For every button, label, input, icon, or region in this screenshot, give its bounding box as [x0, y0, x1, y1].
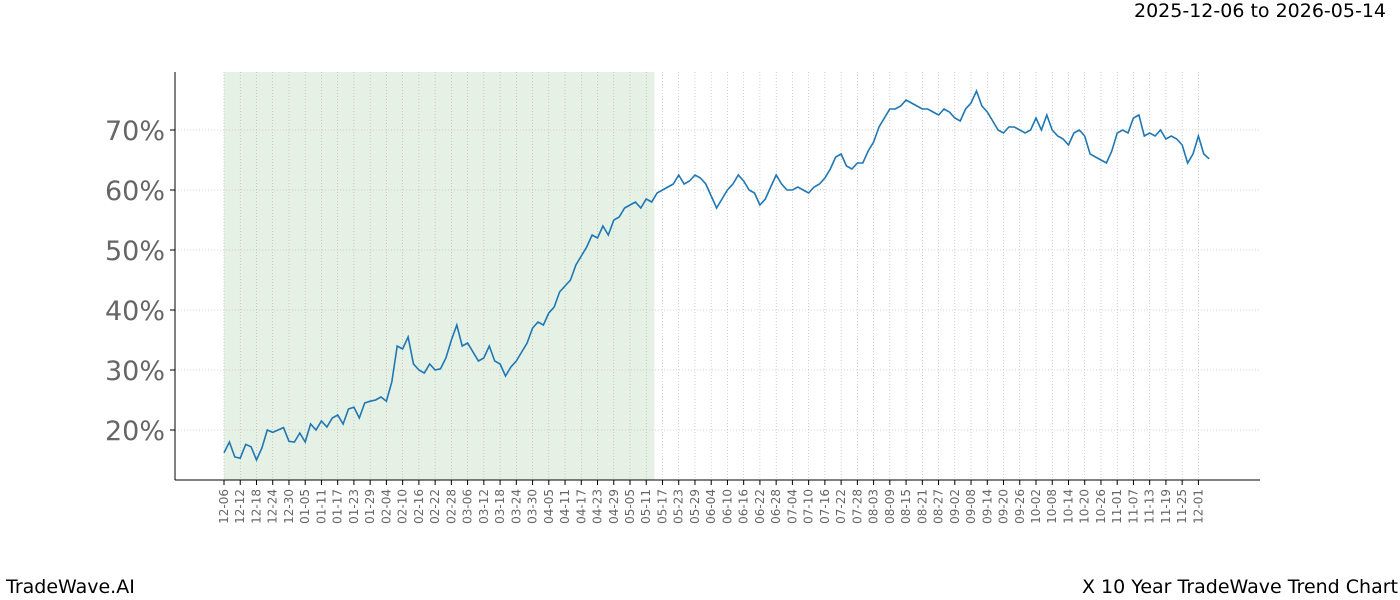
x-tick-label: 12-24 — [266, 489, 280, 524]
x-tick-label: 08-27 — [932, 489, 946, 524]
x-grid — [223, 72, 1199, 480]
x-tick-label: 11-07 — [1126, 489, 1140, 524]
x-tick-label: 04-17 — [574, 489, 588, 524]
x-tick-label: 08-03 — [867, 489, 881, 524]
x-tick-label: 05-23 — [672, 489, 686, 524]
x-tick-label: 09-14 — [980, 489, 994, 524]
y-tick-label: 40% — [105, 296, 165, 327]
x-tick-label: 02-22 — [428, 489, 442, 524]
brand-label: TradeWave.AI — [6, 576, 135, 598]
x-tick-label: 05-05 — [623, 489, 637, 524]
y-ticks: 20% 30% 40% 50% 60% 70% — [105, 116, 175, 447]
x-tick-label: 03-30 — [526, 489, 540, 524]
x-tick-label: 04-05 — [542, 489, 556, 524]
x-tick-label: 06-10 — [720, 489, 734, 524]
x-tick-label: 09-26 — [1013, 489, 1027, 524]
series-line — [223, 88, 1210, 463]
x-tick-label: 12-30 — [282, 489, 296, 524]
x-tick-label: 02-10 — [396, 489, 410, 524]
x-tick-label: 07-04 — [785, 489, 799, 524]
x-tick-label: 02-28 — [444, 489, 458, 524]
x-tick-label: 03-06 — [461, 489, 475, 524]
chart-footer-title: X 10 Year TradeWave Trend Chart — [1082, 576, 1398, 598]
y-tick-label: 30% — [105, 356, 165, 387]
x-tick-label: 01-29 — [363, 489, 377, 524]
x-tick-label: 12-06 — [217, 489, 231, 524]
x-tick-label: 06-22 — [753, 489, 767, 524]
x-tick-label: 05-29 — [688, 489, 702, 524]
x-tick-label: 01-23 — [347, 489, 361, 524]
x-tick-label: 06-16 — [737, 489, 751, 524]
x-tick-label: 08-09 — [883, 489, 897, 524]
y-tick-label: 50% — [105, 236, 165, 267]
x-tick-label: 07-28 — [850, 489, 864, 524]
x-tick-label: 10-20 — [1078, 489, 1092, 524]
x-tick-label: 12-01 — [1191, 489, 1205, 524]
x-tick-label: 07-22 — [834, 489, 848, 524]
y-tick-label: 20% — [105, 416, 165, 447]
y-tick-label: 60% — [105, 176, 165, 207]
x-tick-label: 12-18 — [249, 489, 263, 524]
x-tick-label: 08-21 — [915, 489, 929, 524]
date-range-label: 2025-12-06 to 2026-05-14 — [1134, 0, 1386, 22]
x-tick-label: 12-12 — [233, 489, 247, 524]
x-tick-label: 10-14 — [1061, 489, 1075, 524]
x-tick-label: 10-26 — [1094, 489, 1108, 524]
x-tick-label: 06-04 — [704, 489, 718, 524]
x-tick-label: 05-17 — [655, 489, 669, 524]
x-tick-label: 03-12 — [477, 489, 491, 524]
x-tick-label: 04-23 — [591, 489, 605, 524]
x-ticks: 12-06 12-12 12-18 12-24 12-30 01-05 01-11 01-17… — [217, 480, 1205, 524]
x-tick-label: 11-01 — [1110, 489, 1124, 524]
x-tick-label: 09-02 — [948, 489, 962, 524]
highlight-range — [224, 72, 655, 480]
x-tick-label: 09-20 — [997, 489, 1011, 524]
x-tick-label: 02-16 — [412, 489, 426, 524]
x-tick-label: 08-15 — [899, 489, 913, 524]
x-tick-label: 10-02 — [1029, 489, 1043, 524]
x-tick-label: 11-13 — [1143, 489, 1157, 524]
x-tick-label: 11-19 — [1159, 489, 1173, 524]
x-tick-label: 04-11 — [558, 489, 572, 524]
x-tick-label: 10-08 — [1045, 489, 1059, 524]
x-tick-label: 02-04 — [379, 489, 393, 524]
x-tick-label: 11-25 — [1175, 489, 1189, 524]
x-tick-label: 07-10 — [802, 489, 816, 524]
x-tick-label: 01-05 — [298, 489, 312, 524]
x-tick-label: 01-11 — [314, 489, 328, 524]
x-tick-label: 03-24 — [509, 489, 523, 524]
x-tick-label: 06-28 — [769, 489, 783, 524]
x-tick-label: 03-18 — [493, 489, 507, 524]
x-tick-label: 05-11 — [639, 489, 653, 524]
x-tick-label: 07-16 — [818, 489, 832, 524]
y-tick-label: 70% — [105, 116, 165, 147]
x-tick-label: 04-29 — [607, 489, 621, 524]
x-tick-label: 01-17 — [331, 489, 345, 524]
y-grid — [175, 129, 1260, 431]
x-tick-label: 09-08 — [964, 489, 978, 524]
